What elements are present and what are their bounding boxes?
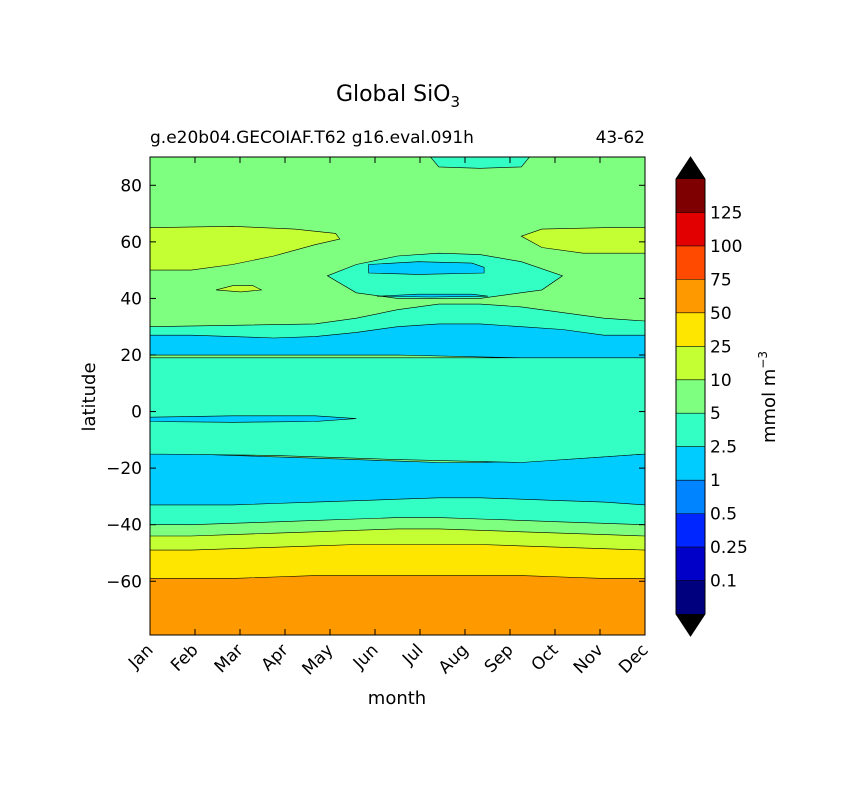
- x-tick-label: Feb: [167, 640, 202, 675]
- chart-title: Global SiO3: [336, 82, 460, 111]
- colorbar-segment: [676, 580, 705, 614]
- y-tick-label: −20: [106, 459, 142, 479]
- contour-region-10-25-east: [520, 227, 645, 254]
- colorbar-tick-label: 25: [710, 337, 732, 357]
- colorbar-tick-label: 2.5: [710, 438, 737, 458]
- x-tick-label: Jun: [349, 640, 383, 674]
- contour-plot-area: [150, 157, 645, 635]
- y-tick-label: −40: [106, 516, 142, 536]
- x-tick-label: Mar: [211, 640, 248, 677]
- colorbar: 0.1 0.25 0.5 1 2.5 5 10 25 50 75 100 125: [675, 156, 748, 637]
- colorbar-extend-top: [676, 157, 705, 179]
- contour-region-1-2.5-streak: [376, 293, 489, 298]
- y-tick-label: 80: [120, 176, 142, 196]
- contour-region-2.5-5-tropics: [150, 357, 645, 463]
- colorbar-label: mmol m−3: [756, 351, 780, 443]
- colorbar-segment: [676, 547, 705, 581]
- contour-region-1-2.5-equator: [150, 415, 357, 423]
- colorbar-segment: [676, 346, 705, 380]
- x-tick-label: Nov: [570, 640, 608, 678]
- colorbar-tick-label: 10: [710, 371, 732, 391]
- colorbar-extend-bottom: [676, 614, 705, 636]
- contour-region-1-2.5-midlat: [368, 261, 485, 275]
- colorbar-outline: [675, 156, 706, 637]
- colorbar-segment: [676, 179, 705, 213]
- x-tick-label: Dec: [615, 640, 652, 677]
- y-tick-label: 20: [120, 346, 142, 366]
- y-axis-label: latitude: [79, 362, 100, 431]
- contour-band-50-75: [150, 575, 645, 635]
- y-axis: 80 60 40 20 0 −20 −40 −60: [106, 176, 645, 592]
- x-axis-label: month: [368, 688, 426, 709]
- colorbar-segment: [676, 312, 705, 347]
- colorbar-segment: [676, 480, 705, 514]
- colorbar-tick-label: 125: [710, 203, 742, 223]
- colorbar-tick-label: 0.25: [710, 538, 748, 558]
- colorbar-segment: [676, 245, 705, 280]
- colorbar-tick-label: 100: [710, 237, 742, 257]
- chart-subtitle-right: 43-62: [596, 128, 645, 148]
- colorbar-segment: [676, 379, 705, 414]
- colorbar-segment: [676, 413, 705, 447]
- chart-subtitle-left: g.e20b04.GECOIAF.T62 g16.eval.091h: [150, 128, 474, 148]
- x-tick-label: Aug: [435, 640, 473, 678]
- x-tick-label: May: [299, 640, 338, 679]
- y-tick-label: 0: [131, 403, 142, 423]
- x-tick-label: Jul: [398, 640, 427, 669]
- colorbar-tick-label: 0.5: [710, 505, 737, 525]
- colorbar-tick-label: 1: [710, 471, 721, 491]
- y-tick-label: −60: [106, 572, 142, 592]
- y-tick-label: 40: [120, 289, 142, 309]
- contour-region-10-25-west: [150, 225, 341, 271]
- contour-region-1-2.5-north: [150, 323, 645, 359]
- colorbar-tick-label: 50: [710, 304, 732, 324]
- contour-region-10-25-patch: [215, 285, 263, 293]
- colorbar-segment: [676, 446, 705, 481]
- colorbar-segment: [676, 212, 705, 246]
- colorbar-segment: [676, 279, 705, 313]
- x-tick-label: Sep: [481, 640, 518, 677]
- colorbar-segment: [676, 513, 705, 548]
- colorbar-tick-label: 0.1: [710, 572, 737, 592]
- x-tick-label: Oct: [528, 640, 563, 675]
- plot-frame: [149, 156, 646, 636]
- x-tick-label: Apr: [258, 640, 293, 675]
- colorbar-tick-label: 5: [710, 404, 721, 424]
- x-tick-label: Jan: [124, 640, 157, 673]
- y-tick-label: 60: [120, 233, 142, 253]
- contour-region-2.5-5-polar: [430, 157, 530, 169]
- colorbar-tick-label: 75: [710, 270, 732, 290]
